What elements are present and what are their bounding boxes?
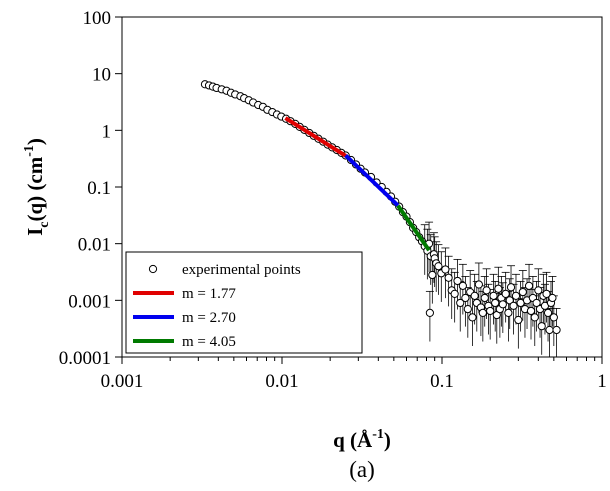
data-point [552,325,561,335]
data-point [494,284,503,293]
legend-marker [148,264,158,274]
y-axis-title: Ic(q) (cm-1) [22,138,52,236]
data-point [450,289,459,298]
y-axis-title-sub: c [37,222,52,228]
data-point [530,313,539,322]
x-axis-title-main: q ( [333,428,357,452]
x-tick-label: 0.1 [430,371,454,392]
data-point [470,291,479,300]
data-point [509,301,518,310]
data-point [441,265,450,274]
fit-lines [284,116,431,252]
x-axis-title-close: ) [384,428,391,452]
y-axis-title-mid: (q) (cm [23,156,47,221]
y-axis-title-sup: -1 [22,145,37,157]
data-point [526,306,536,316]
y-tick-label: 0.0001 [59,348,111,369]
x-axis-title-sup: -1 [372,427,384,442]
y-tick-label: 0.1 [87,178,111,199]
fit-line [396,204,431,252]
data-point [505,296,514,305]
legend: experimental points m = 1.77 m = 2.70 m = 4… [125,251,363,354]
x-tick-label: 0.01 [265,371,298,392]
data-point [491,298,500,308]
data-point [534,286,543,295]
x-axis-title-unit: Å [357,428,373,452]
legend-items: experimental points m = 1.77 m = 2.70 m = 4… [133,262,301,350]
y-axis-title-close: ) [23,138,47,145]
legend-label: experimental points [182,262,301,278]
x-tick-label: 0.001 [101,371,144,392]
data-point [514,315,523,325]
data-point [518,287,527,297]
y-tick-label: 10 [92,65,111,86]
data-point [532,298,541,308]
legend-box [125,251,363,354]
data-point [453,276,462,286]
y-tick-label: 1 [102,121,112,142]
data-point [504,308,513,318]
data-point [549,313,558,322]
fit-line [284,116,347,158]
data-point [511,291,521,300]
data-point [425,308,434,318]
legend-label: m = 2.70 [182,310,236,326]
data-point [498,300,507,309]
data-point [480,293,489,303]
data-point [543,308,553,318]
y-axis-title-main: I [23,228,47,236]
data-point [461,293,470,303]
data-point [463,305,472,314]
legend-label: m = 4.05 [182,334,236,350]
data-point [468,313,477,322]
data-point [482,286,491,295]
data-point [506,283,516,292]
data-point [501,289,510,298]
y-tick-label: 100 [83,8,112,29]
y-axis-ticks: 100 10 1 0.1 0.01 0.001 0.0001 [59,8,122,369]
data-point [489,291,498,300]
data-point [542,289,551,298]
legend-label: m = 1.77 [182,286,236,302]
data-point [486,306,495,316]
x-axis-title: q (Å-1) [333,427,391,452]
data-point [456,298,465,308]
data-point [444,273,453,282]
x-axis-ticks: 0.001 0.01 0.1 1 [101,357,607,392]
data-point [428,270,437,280]
y-tick-label: 0.01 [78,235,111,256]
data-point [478,308,487,318]
y-tick-label: 0.001 [68,291,111,312]
data-point [458,281,467,290]
data-point [548,293,557,303]
data-point [474,280,483,289]
data-point [524,281,534,290]
data-point [434,262,443,271]
data-point [537,322,546,331]
figure-caption: (a) [349,457,375,482]
data-point [545,325,554,335]
x-tick-label: 1 [597,371,607,392]
fit-line [344,154,400,207]
